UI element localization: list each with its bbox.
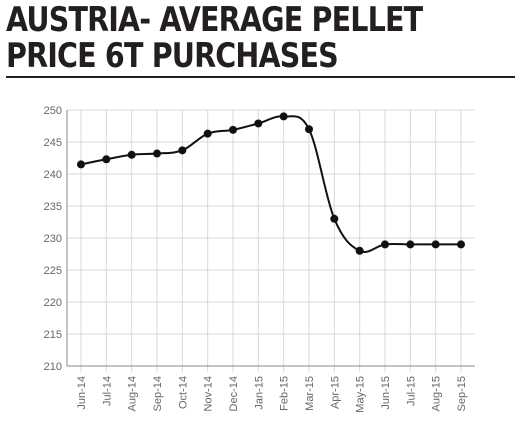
y-tick-label: 215: [44, 329, 62, 341]
data-point-aug-14: [127, 150, 136, 159]
data-point-may-15: [355, 246, 364, 255]
data-point-nov-14: [203, 129, 212, 138]
x-axis-tick-labels: Jun-14 Jul-14 Aug-14 Sep-14 Oct-14 Nov-14 Dec-…: [76, 376, 468, 413]
title-underline: [6, 76, 515, 78]
data-point-apr-15: [330, 214, 339, 223]
y-tick-label: 230: [44, 233, 62, 245]
y-tick-label: 250: [44, 105, 62, 117]
data-point-jun-14: [77, 160, 85, 169]
chart-title: AUSTRIA- AVERAGE PELLET PRICE 6T PURCHAS…: [6, 2, 518, 74]
data-point-sep-14: [153, 149, 161, 158]
x-tick-label: Nov-14: [203, 376, 215, 411]
data-point-jul-14: [102, 155, 111, 164]
data-point-jun-15: [381, 240, 389, 249]
y-tick-label: 240: [44, 169, 62, 181]
x-tick-label: Jan-15: [253, 376, 265, 410]
y-tick-label: 235: [44, 201, 62, 213]
x-tick-label: Jun-15: [380, 376, 392, 410]
y-axis-tick-labels: 210 215 220 225 230 235 240 245 250: [44, 105, 62, 373]
chart-title-line-2: PRICE 6T PURCHASES: [6, 36, 339, 76]
data-point-dec-14: [229, 125, 237, 134]
chart-axes: [66, 110, 475, 367]
data-point-mar-15: [305, 125, 313, 134]
y-tick-label: 225: [44, 265, 62, 277]
y-tick-label: 245: [44, 137, 62, 149]
x-tick-label: Jul-15: [405, 376, 417, 406]
data-point-feb-15: [279, 112, 288, 121]
x-tick-label: Jun-14: [76, 376, 88, 410]
data-point-oct-14: [178, 146, 187, 155]
x-tick-label: Sep-14: [152, 376, 164, 411]
data-point-jul-15: [406, 240, 415, 249]
x-tick-label: Oct-14: [177, 376, 189, 409]
x-tick-label: Jul-14: [101, 376, 113, 406]
x-tick-label: Aug-14: [127, 376, 139, 411]
x-tick-label: Mar-15: [304, 376, 316, 411]
y-tick-label: 220: [44, 297, 62, 309]
data-point-jan-15: [254, 119, 263, 128]
chart-grid: [67, 109, 475, 372]
data-point-sep-15: [457, 240, 465, 249]
x-tick-label: May-15: [355, 376, 367, 413]
x-tick-label: Apr-15: [329, 376, 341, 409]
y-tick-label: 210: [44, 361, 62, 373]
x-tick-label: Dec-14: [228, 376, 240, 411]
x-tick-label: Feb-15: [279, 376, 291, 411]
price-series-line: [80, 115, 461, 253]
x-tick-label: Aug-15: [431, 376, 443, 411]
data-point-aug-15: [431, 240, 440, 249]
chart-title-line-1: AUSTRIA- AVERAGE PELLET: [6, 0, 423, 40]
price-series-points: [77, 112, 465, 255]
x-tick-label: Sep-15: [456, 376, 468, 411]
